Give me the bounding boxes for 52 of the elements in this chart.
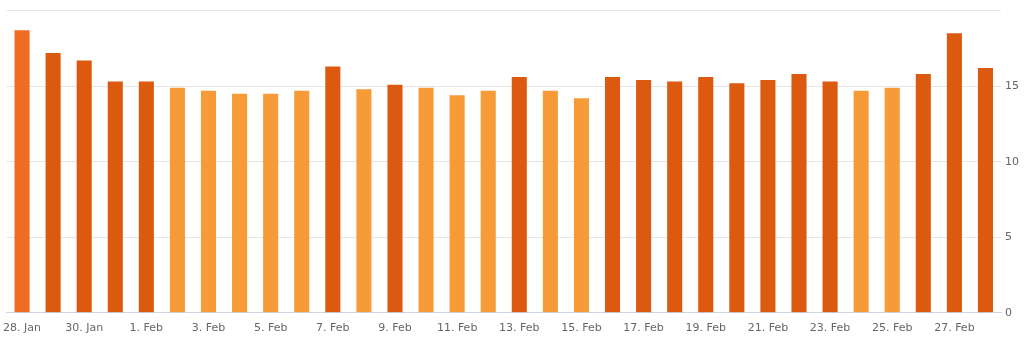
x-tick-label: 11. Feb xyxy=(436,321,478,335)
bar xyxy=(263,93,279,313)
bar xyxy=(76,60,92,313)
bar xyxy=(542,90,558,313)
x-tick-label: 13. Feb xyxy=(499,321,540,335)
bar xyxy=(573,98,589,313)
x-tick-label: 15. Feb xyxy=(561,321,602,335)
bar xyxy=(45,52,61,313)
y-tick-label: 5 xyxy=(1005,230,1012,244)
bar xyxy=(387,84,403,313)
x-tick-label: 17. Feb xyxy=(623,321,664,335)
x-tick-label: 21. Feb xyxy=(747,321,789,335)
bar xyxy=(14,30,30,313)
x-tick-label: 3. Feb xyxy=(191,321,226,335)
bar xyxy=(698,77,714,313)
x-tick-label: 27. Feb xyxy=(934,321,975,335)
bar xyxy=(791,74,807,313)
bar xyxy=(511,77,527,313)
x-tick-label: 28. Jan xyxy=(3,321,42,335)
bar xyxy=(822,81,838,313)
bar xyxy=(604,77,621,313)
bar xyxy=(356,89,372,313)
x-tick-label: 9. Feb xyxy=(378,321,412,335)
x-tick-label: 23. Feb xyxy=(809,321,851,335)
bar xyxy=(325,66,341,313)
bar xyxy=(636,80,652,313)
x-tick-label: 19. Feb xyxy=(685,321,727,335)
bar xyxy=(294,90,310,313)
bar xyxy=(480,90,496,313)
bar xyxy=(729,83,745,313)
bar xyxy=(760,80,776,313)
bar xyxy=(667,81,683,313)
bar xyxy=(418,87,434,313)
y-tick-label: 0 xyxy=(1005,305,1012,319)
y-tick-label: 15 xyxy=(1005,79,1019,93)
y-tick-label: 10 xyxy=(1005,154,1019,168)
x-tick-label: 7. Feb xyxy=(316,321,350,335)
bar xyxy=(138,81,154,313)
bar xyxy=(946,33,962,313)
bar xyxy=(449,95,465,313)
bar xyxy=(915,74,931,313)
x-tick-label: 30. Jan xyxy=(65,321,104,335)
x-tick-label: 5. Feb xyxy=(253,321,288,335)
bar xyxy=(200,90,217,313)
bar xyxy=(107,81,123,313)
bar xyxy=(977,68,993,313)
bar xyxy=(169,87,185,313)
x-tick-label: 25. Feb xyxy=(871,321,913,335)
bar xyxy=(853,90,869,313)
x-tick-label: 1. Feb xyxy=(129,321,164,335)
bar xyxy=(232,93,248,313)
bar xyxy=(884,87,900,313)
